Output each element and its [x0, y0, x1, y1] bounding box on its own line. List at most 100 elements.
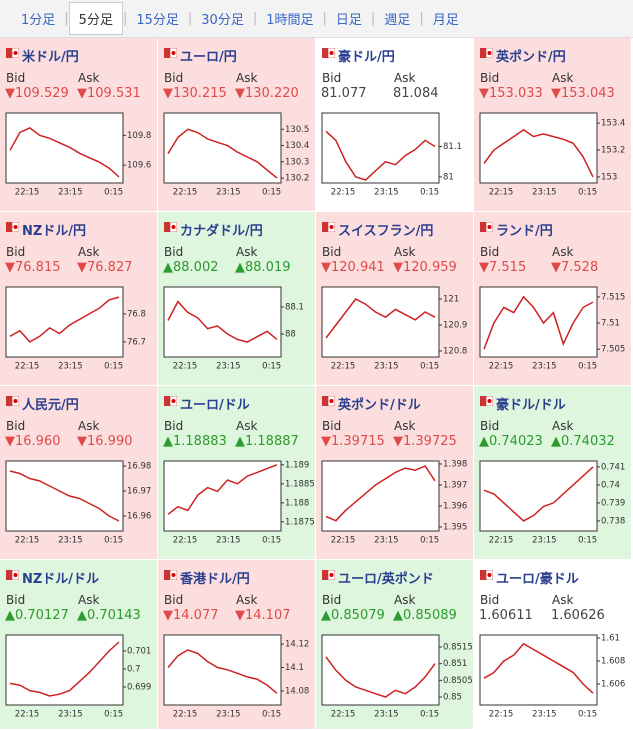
rate-cell: ランド/円 Bid Ask ▼7.515 ▼7.528 7.515 7.51 7.505 22:… [474, 212, 632, 386]
price-line [167, 128, 278, 179]
price-line [9, 127, 120, 178]
flag-dot [13, 51, 18, 55]
ask-label: Ask [552, 245, 574, 259]
y-tick-label: 0.74 [601, 480, 620, 490]
x-tick-label: 22:15 [331, 362, 356, 372]
chart-frame [321, 460, 440, 532]
x-tick-label: 22:15 [173, 362, 198, 372]
y-tick-label: 1.608 [601, 656, 625, 666]
pair-title[interactable]: 豪ドル/ドル [496, 398, 566, 413]
pair-title[interactable]: ランド/円 [496, 224, 553, 239]
flag-icon [164, 570, 177, 580]
y-tick-label: 81.1 [443, 142, 462, 152]
ask-label: Ask [394, 593, 416, 607]
x-tick-label: 23:15 [532, 362, 557, 372]
y-tick-label: 81 [443, 172, 454, 182]
x-tick-label: 0:15 [104, 188, 123, 198]
mini-chart: 121 120.9 120.8 22:15 23:15 0:15 [321, 286, 467, 372]
x-tick-label: 23:15 [216, 188, 241, 198]
y-tick-label: 1.1885 [285, 479, 315, 489]
pair-title[interactable]: 英ポンド/ドル [338, 398, 421, 413]
price-line [325, 656, 436, 698]
x-tick-label: 0:15 [578, 536, 597, 546]
flag-left [322, 48, 329, 58]
tab[interactable]: 15分足 [136, 13, 179, 28]
pair-title[interactable]: 豪ドル/円 [338, 50, 395, 65]
pair-title[interactable]: NZドル/円 [22, 224, 87, 239]
x-tick-label: 22:15 [489, 188, 514, 198]
y-tick-label: 88 [285, 330, 296, 340]
x-tick-label: 0:15 [262, 362, 281, 372]
tab[interactable]: 1時間足 [266, 13, 314, 28]
y-tick-label: 16.98 [127, 462, 151, 472]
bid-value: ▼7.515 [479, 260, 527, 275]
ask-value: ▼130.220 [235, 86, 299, 101]
y-tick-label: 121 [443, 294, 459, 304]
rate-cell: 人民元/円 Bid Ask ▼16.960 ▼16.990 16.98 16.97 16.96… [0, 386, 158, 560]
ask-label: Ask [78, 71, 100, 85]
bid-label: Bid [322, 593, 342, 607]
tab[interactable]: 月足 [432, 13, 459, 28]
chart-frame [5, 634, 124, 706]
pair-title[interactable]: 香港ドル/円 [180, 572, 250, 587]
flag-left [164, 222, 171, 232]
x-tick-label: 23:15 [374, 188, 399, 198]
ask-value: ▼153.043 [551, 86, 615, 101]
flag-dot [329, 51, 334, 55]
y-tick-label: 1.189 [285, 460, 309, 470]
pair-title[interactable]: 人民元/円 [22, 398, 79, 413]
y-tick-label: 1.396 [443, 501, 467, 511]
bid-label: Bid [6, 593, 26, 607]
y-tick-label: 1.61 [601, 633, 620, 643]
tab[interactable]: 30分足 [201, 13, 244, 28]
bid-value: ▲0.70127 [5, 608, 69, 623]
pair-title[interactable]: 英ポンド/円 [496, 50, 566, 65]
y-tick-label: 130.2 [285, 174, 309, 184]
x-tick-label: 0:15 [262, 710, 281, 720]
chart-frame [5, 460, 124, 532]
tab[interactable]: 週足 [384, 13, 411, 28]
pair-title[interactable]: ユーロ/ドル [180, 398, 250, 413]
bid-label: Bid [6, 71, 26, 85]
y-tick-label: 130.3 [285, 157, 309, 167]
pair-title[interactable]: ユーロ/円 [180, 50, 237, 65]
ask-label: Ask [552, 593, 574, 607]
bid-value: ▼120.941 [321, 260, 385, 275]
y-tick-label: 120.9 [443, 320, 467, 330]
tab[interactable]: 1分足 [21, 13, 56, 28]
y-tick-label: 0.7 [127, 665, 141, 675]
flag-left [6, 570, 13, 580]
x-tick-label: 0:15 [420, 710, 439, 720]
flag-dot [171, 399, 176, 403]
bid-value: ▼1.39715 [321, 434, 385, 449]
mini-chart: 81.1 81 22:15 23:15 0:15 [321, 112, 462, 198]
mini-chart: 76.8 76.7 22:15 23:15 0:15 [5, 286, 146, 372]
y-tick-label: 1.1875 [285, 517, 315, 527]
mini-chart: 0.741 0.74 0.739 0.738 22:15 23:15 0:15 [479, 460, 625, 546]
flag-dot [13, 573, 18, 577]
price-line [483, 466, 594, 522]
tab[interactable]: 日足 [335, 13, 362, 28]
bid-value: 1.60611 [479, 608, 533, 623]
pair-title[interactable]: スイスフラン/円 [338, 224, 434, 239]
flag-icon [6, 222, 19, 232]
ask-label: Ask [78, 419, 100, 433]
pair-title[interactable]: ユーロ/英ポンド [338, 572, 434, 587]
mini-chart: 14.12 14.1 14.08 22:15 23:15 0:15 [163, 634, 309, 720]
flag-icon [322, 570, 335, 580]
pair-title[interactable]: ユーロ/豪ドル [496, 572, 579, 587]
chart-frame [321, 634, 440, 706]
mini-chart: 1.189 1.1885 1.188 1.1875 22:15 23:15 0:15 [163, 460, 315, 546]
tab[interactable]: 5分足 [68, 2, 123, 35]
pair-title[interactable]: NZドル/ドル [22, 572, 100, 587]
x-tick-label: 23:15 [532, 536, 557, 546]
pair-title[interactable]: 米ドル/円 [22, 50, 79, 65]
price-line [483, 128, 594, 178]
y-tick-label: 1.397 [443, 480, 467, 490]
pair-title[interactable]: カナダドル/円 [180, 224, 263, 239]
x-tick-label: 23:15 [532, 188, 557, 198]
ask-value: 81.084 [393, 86, 439, 101]
chart-frame [163, 112, 282, 184]
price-line [9, 470, 120, 522]
x-tick-label: 22:15 [15, 710, 40, 720]
